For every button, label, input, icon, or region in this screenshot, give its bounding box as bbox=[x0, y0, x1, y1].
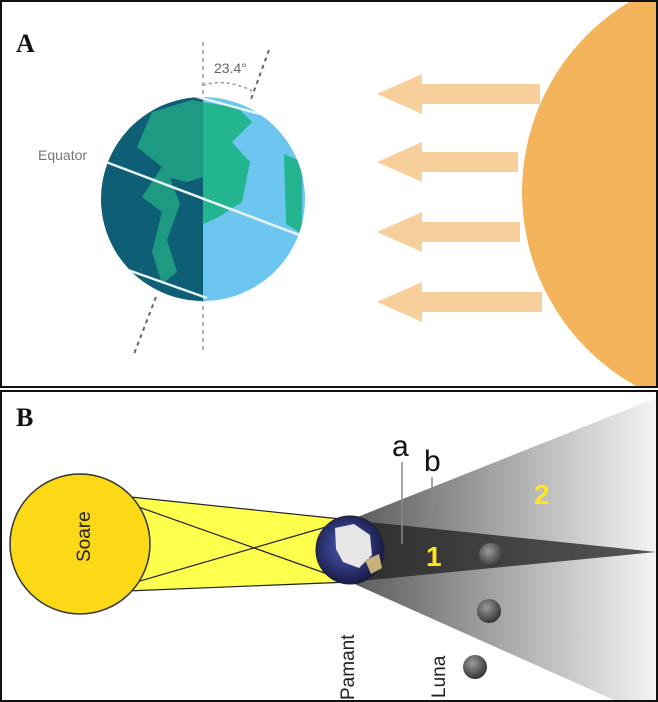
sunlight-arrow bbox=[377, 212, 520, 252]
label-b: b bbox=[424, 445, 441, 478]
tropic-line bbox=[127, 268, 208, 300]
sunlight-arrow bbox=[377, 142, 518, 182]
tilt-angle-label: 23.4° bbox=[214, 60, 247, 76]
umbra-cone bbox=[350, 520, 656, 582]
panel-b-lunar-eclipse: Soare Pamant Luna a b 1 2 B bbox=[0, 390, 658, 702]
label-a: a bbox=[392, 430, 409, 463]
sunlight-arrows bbox=[377, 74, 542, 322]
penumbra-zone-label: 2 bbox=[534, 479, 550, 510]
panel-a-earth-axial-tilt: 23.4° Equator A bbox=[0, 0, 658, 388]
moon-in-umbra bbox=[479, 543, 503, 567]
sunlight-arrow bbox=[377, 282, 542, 322]
panel-a-letter: A bbox=[16, 29, 35, 58]
panel-b-letter: B bbox=[16, 403, 33, 432]
tilted-axis-lower bbox=[133, 296, 157, 355]
tilted-axis-upper bbox=[249, 49, 270, 103]
sun-label: Soare bbox=[74, 511, 95, 562]
umbra-zone-label: 1 bbox=[426, 541, 442, 572]
earth-label: Pamant bbox=[338, 634, 359, 700]
equator-label: Equator bbox=[38, 147, 87, 163]
lunar-eclipse-diagram: Soare Pamant Luna a b 1 2 B bbox=[9, 398, 656, 700]
light-ray-lines bbox=[101, 493, 351, 593]
sun-disc bbox=[522, 2, 656, 386]
earth-globe bbox=[315, 515, 385, 585]
moon-label: Luna bbox=[429, 655, 450, 698]
moon-in-penumbra bbox=[477, 599, 501, 623]
sunlight-beam bbox=[102, 494, 350, 592]
sunlight-arrow bbox=[377, 74, 540, 114]
earth-tilt-diagram: 23.4° Equator A bbox=[16, 2, 656, 386]
moon-outside-shadow bbox=[463, 655, 487, 679]
earth-globe bbox=[101, 97, 305, 301]
equator-line bbox=[105, 160, 303, 238]
tilt-angle-arc bbox=[202, 81, 255, 93]
sun-disc bbox=[9, 473, 151, 615]
